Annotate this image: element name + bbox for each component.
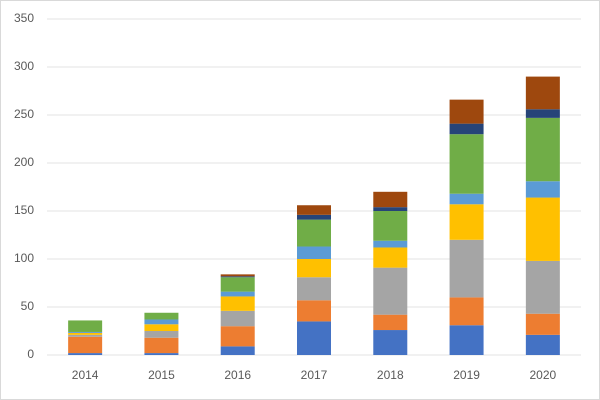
y-tick-label: 300 <box>14 59 34 73</box>
y-tick-label: 150 <box>14 203 34 217</box>
bar-segment <box>297 277 331 301</box>
bar-segment <box>68 334 103 337</box>
x-tick-label: 2016 <box>224 368 251 382</box>
bar-segment <box>449 204 484 240</box>
bar-segment <box>68 353 103 355</box>
bar-segment <box>525 260 560 314</box>
x-tick-label: 2018 <box>377 368 404 382</box>
bar-segment <box>297 246 331 259</box>
bar-segment <box>220 291 255 297</box>
x-tick-label: 2020 <box>530 368 557 382</box>
bar-segment <box>144 331 179 338</box>
bar-segment <box>449 193 484 205</box>
bar-segment <box>449 297 484 326</box>
bar-segment <box>68 331 103 333</box>
bar-segment <box>373 330 408 355</box>
bar-segment <box>220 276 255 278</box>
bar-segment <box>68 336 103 354</box>
bar-segment <box>144 324 179 331</box>
x-tick-label: 2019 <box>453 368 480 382</box>
x-tick-label: 2015 <box>148 368 175 382</box>
bar-segment <box>297 205 331 215</box>
y-tick-label: 250 <box>14 107 34 121</box>
bar-segment <box>525 109 560 118</box>
bar-segment <box>220 296 255 311</box>
bar-segment <box>525 313 560 335</box>
y-tick-label: 100 <box>14 251 34 265</box>
bar-segment <box>449 239 484 298</box>
bar-segment <box>297 259 331 278</box>
bar-segment <box>373 207 408 211</box>
bar-segment <box>449 123 484 135</box>
bar-segment <box>220 346 255 355</box>
x-tick-label: 2014 <box>72 368 99 382</box>
bar-segment <box>144 319 179 325</box>
bar-segment <box>297 214 331 220</box>
bar-segment <box>68 320 103 332</box>
bar-segment <box>144 353 179 355</box>
bar-segment <box>144 312 179 320</box>
bar-segment <box>525 197 560 261</box>
bar-segment <box>373 211 408 241</box>
bar-segment <box>373 247 408 268</box>
bar-segment <box>297 219 331 247</box>
bar-segment <box>373 191 408 208</box>
bar-segment <box>220 274 255 277</box>
bar-segment <box>144 337 179 354</box>
y-tick-label: 200 <box>14 155 34 169</box>
y-tick-label: 0 <box>27 347 34 361</box>
y-tick-label: 50 <box>21 299 35 313</box>
x-tick-label: 2017 <box>301 368 328 382</box>
bar-segment <box>373 240 408 248</box>
bar-segment <box>449 325 484 355</box>
bar-segment <box>525 76 560 110</box>
bar-segment <box>220 277 255 292</box>
y-tick-label: 350 <box>14 11 34 25</box>
bar-segment <box>297 321 331 355</box>
bar-segment <box>449 134 484 194</box>
bar-segment <box>297 300 331 322</box>
bar-segment <box>525 334 560 355</box>
bar-segment <box>373 314 408 331</box>
bar-segment <box>220 326 255 347</box>
bar-segment <box>525 117 560 182</box>
bar-segment <box>68 332 103 335</box>
bar-segment <box>220 310 255 327</box>
bar-segment <box>373 267 408 315</box>
bar-segment <box>449 99 484 124</box>
bar-segment <box>525 181 560 198</box>
